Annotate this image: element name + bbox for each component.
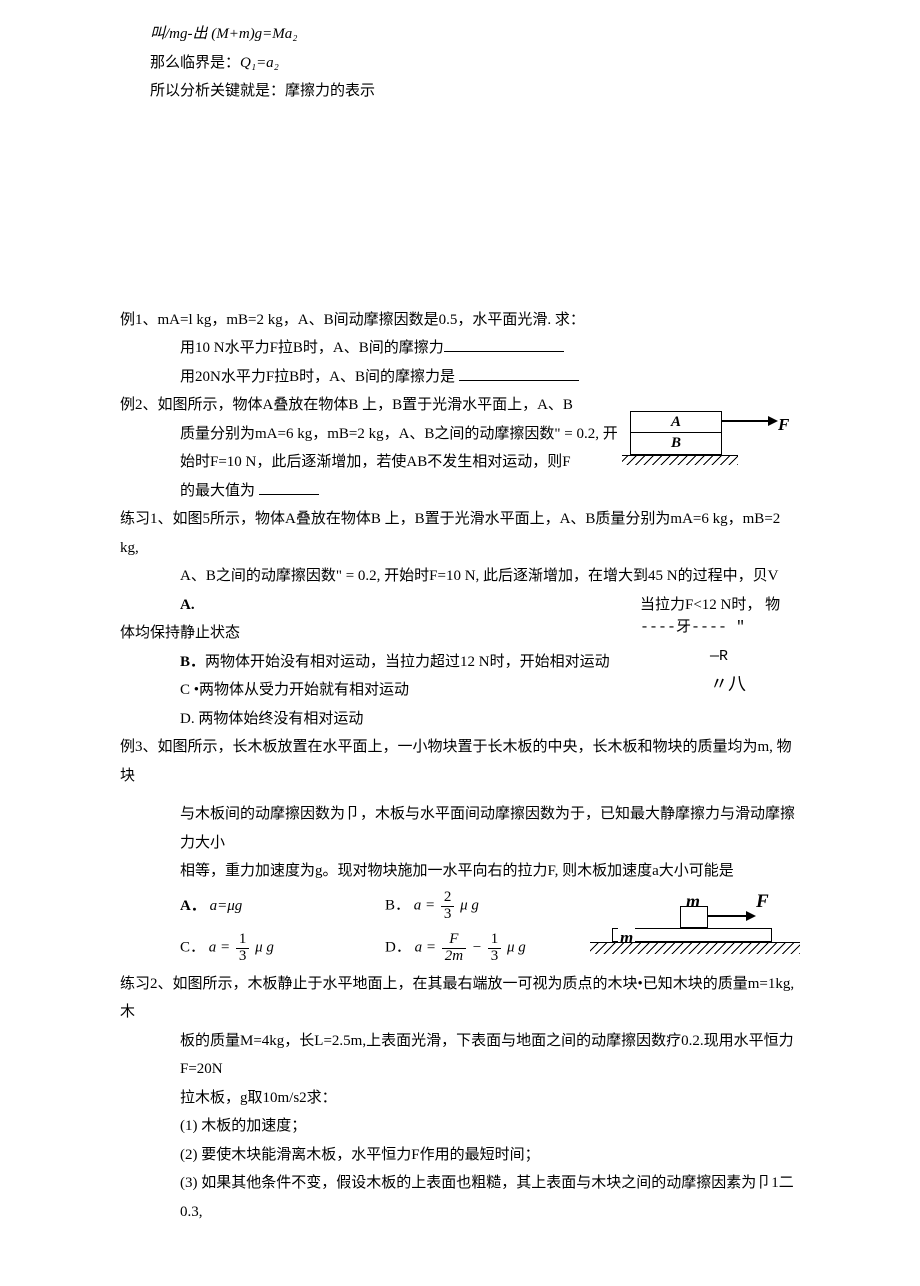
practice1-optA: A.: [120, 591, 640, 620]
practice1-optB-row: B．两物体开始没有相对运动，当拉力超过12 N时，开始相对运动 —R: [120, 648, 800, 677]
example3-figure: m F m: [590, 886, 800, 970]
example2-title: 例2、如图所示，物体A叠放在物体B 上，B置于光滑水平面上，A、B: [120, 391, 630, 420]
practice1-optB: B．两物体开始没有相对运动，当拉力超过12 N时，开始相对运动: [120, 648, 710, 677]
practice1-optA-cont: 体均保持静止状态: [120, 619, 640, 648]
fig3-ground: [590, 942, 800, 954]
blank-input: [259, 480, 319, 495]
header-eq1: 叫/mg-出 (M+m)g=Ma₂: [120, 20, 800, 49]
practice1-optC: C •两物体从受力开始就有相对运动: [120, 676, 710, 705]
fig3-arrow-shaft: [708, 915, 750, 917]
example1-line1: 用10 N水平力F拉B时，A、B间的摩擦力: [120, 334, 800, 363]
example3-title: 例3、如图所示，长木板放置在水平面上，一小物块置于长木板的中央，长木板和物块的质…: [120, 733, 800, 790]
practice1-optC-row: C •两物体从受力开始就有相对运动 〃八: [120, 676, 800, 705]
practice2-title: 练习2、如图所示，木板静止于水平地面上，在其最右端放一可视为质点的木块•已知木块…: [120, 970, 800, 1027]
example2-row: 例2、如图所示，物体A叠放在物体B 上，B置于光滑水平面上，A、B 质量分别为m…: [120, 391, 800, 505]
example1-title: 例1、mA=l kg，mB=2 kg，A、B间动摩擦因数是0.5，水平面光滑. …: [120, 306, 800, 335]
example2-line2: 始时F=10 N，此后逐渐增加，若使AB不发生相对运动，则F: [120, 448, 630, 477]
practice1-optA-right: 当拉力F<12 N时， 物: [640, 591, 800, 620]
example3-optB: B． a = 23 μ g: [385, 890, 590, 923]
example2-figure: A B F: [630, 391, 800, 481]
header-eq3: 所以分析关键就是：摩擦力的表示: [120, 77, 800, 106]
blank-input: [444, 337, 564, 352]
example2-line3: 的最大值为: [120, 477, 630, 506]
fig-block-B: B: [630, 433, 722, 455]
practice2-line2: 拉木板，g取10m/s2求：: [120, 1084, 800, 1113]
practice2-q1: (1) 木板的加速度；: [120, 1112, 800, 1141]
practice1-ascii2: —R: [710, 648, 800, 666]
example2-line1: 质量分别为mA=6 kg，mB=2 kg，A、B之间的动摩擦因数" = 0.2,…: [120, 420, 630, 449]
header-eq2: 那么临界是：Q₁=a₂: [120, 49, 800, 78]
practice1-optA-cont-row: 体均保持静止状态 ----牙---- ": [120, 619, 800, 648]
example3-optA: A． a=μg: [180, 892, 385, 921]
fig3-block: [680, 906, 708, 928]
fig3-plank: [612, 928, 772, 942]
fig3-arrow-head: [746, 911, 756, 921]
practice1-line1: A、B之间的动摩擦因数" = 0.2, 开始时F=10 N, 此后逐渐增加，在增…: [120, 562, 800, 591]
fig-block-A: A: [630, 411, 722, 433]
practice2-line1: 板的质量M=4kg，长L=2.5m,上表面光滑，下表面与地面之间的动摩擦因数疗0…: [120, 1027, 800, 1084]
example1-line2: 用20N水平力F拉B时，A、B间的摩擦力是: [120, 363, 800, 392]
fig-arrow-head: [768, 416, 778, 426]
practice1-optA-row: A. 当拉力F<12 N时， 物: [120, 591, 800, 620]
fig-arrow-shaft: [722, 420, 772, 422]
fig-ground: [622, 455, 738, 465]
example3-line2: 相等，重力加速度为g。现对物块施加一水平向右的拉力F, 则木板加速度a大小可能是: [120, 857, 800, 886]
fig3-label-F: F: [756, 884, 769, 920]
practice1-ascii1: ----牙---- ": [640, 619, 800, 637]
practice2-q3: (3) 如果其他条件不变，假设木板的上表面也粗糙，其上表面与木块之间的动摩擦因素…: [120, 1169, 800, 1226]
fig-label-F: F: [778, 409, 789, 441]
practice1-ascii3: 〃八: [710, 676, 800, 698]
practice1-optD: D. 两物体始终没有相对运动: [120, 705, 800, 734]
example3-line1: 与木板间的动摩擦因数为卩，木板与水平面间动摩擦因数为于，已知最大静摩擦力与滑动摩…: [120, 800, 800, 857]
practice1-title: 练习1、如图5所示，物体A叠放在物体B 上，B置于光滑水平面上，A、B质量分别为…: [120, 505, 800, 562]
example3-options-row: A． a=μg B． a = 23 μ g C． a = 13 μ g D． a…: [120, 886, 800, 970]
spacer: [120, 106, 800, 306]
example3-optD: D． a = F2m − 13 μ g: [385, 932, 590, 965]
practice2-q2: (2) 要使木块能滑离木板，水平恒力F作用的最短时间；: [120, 1141, 800, 1170]
example3-optC: C． a = 13 μ g: [180, 932, 385, 965]
blank-input: [459, 366, 579, 381]
